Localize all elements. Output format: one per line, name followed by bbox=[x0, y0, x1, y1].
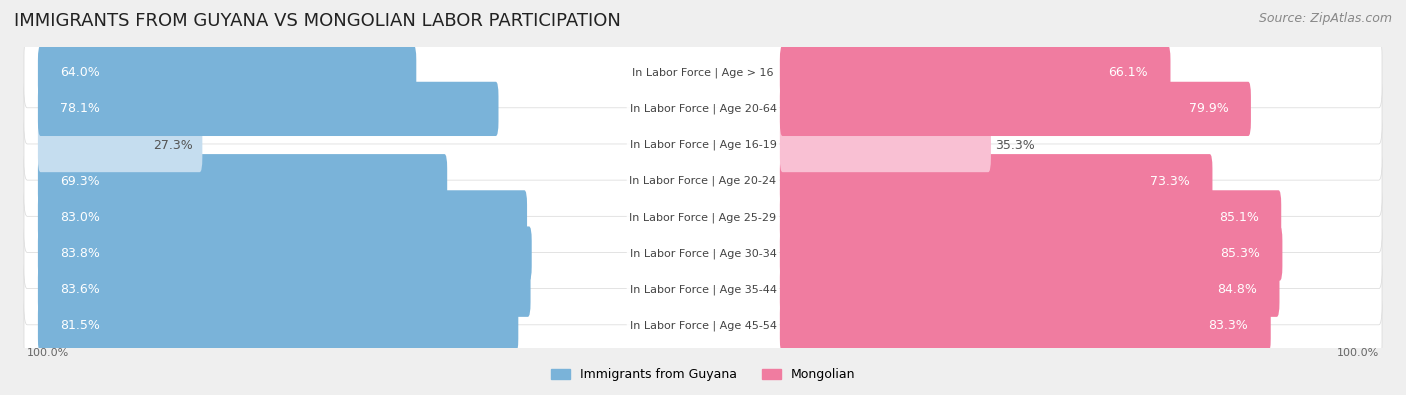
FancyBboxPatch shape bbox=[38, 82, 499, 136]
Text: 79.9%: 79.9% bbox=[1188, 102, 1229, 115]
Text: 78.1%: 78.1% bbox=[60, 102, 100, 115]
FancyBboxPatch shape bbox=[24, 255, 1382, 325]
FancyBboxPatch shape bbox=[38, 226, 531, 281]
Text: 100.0%: 100.0% bbox=[1337, 348, 1379, 358]
FancyBboxPatch shape bbox=[780, 82, 1251, 136]
FancyBboxPatch shape bbox=[24, 146, 1382, 216]
Text: In Labor Force | Age 20-64: In Labor Force | Age 20-64 bbox=[630, 103, 776, 114]
Text: In Labor Force | Age 16-19: In Labor Force | Age 16-19 bbox=[630, 140, 776, 150]
Text: In Labor Force | Age 35-44: In Labor Force | Age 35-44 bbox=[630, 284, 776, 295]
FancyBboxPatch shape bbox=[38, 299, 519, 353]
Text: 83.8%: 83.8% bbox=[60, 247, 100, 260]
FancyBboxPatch shape bbox=[780, 263, 1279, 317]
Text: In Labor Force | Age > 16: In Labor Force | Age > 16 bbox=[633, 68, 773, 78]
Text: In Labor Force | Age 30-34: In Labor Force | Age 30-34 bbox=[630, 248, 776, 259]
Text: In Labor Force | Age 45-54: In Labor Force | Age 45-54 bbox=[630, 321, 776, 331]
FancyBboxPatch shape bbox=[38, 45, 416, 100]
FancyBboxPatch shape bbox=[38, 190, 527, 245]
Text: 83.6%: 83.6% bbox=[60, 283, 100, 296]
FancyBboxPatch shape bbox=[38, 154, 447, 208]
FancyBboxPatch shape bbox=[780, 45, 1170, 100]
FancyBboxPatch shape bbox=[24, 218, 1382, 289]
FancyBboxPatch shape bbox=[24, 38, 1382, 108]
FancyBboxPatch shape bbox=[38, 118, 202, 172]
FancyBboxPatch shape bbox=[38, 263, 530, 317]
Text: 66.1%: 66.1% bbox=[1108, 66, 1147, 79]
FancyBboxPatch shape bbox=[24, 74, 1382, 144]
Text: 35.3%: 35.3% bbox=[995, 139, 1035, 152]
FancyBboxPatch shape bbox=[24, 182, 1382, 252]
Text: 100.0%: 100.0% bbox=[27, 348, 69, 358]
Text: 64.0%: 64.0% bbox=[60, 66, 100, 79]
Text: Source: ZipAtlas.com: Source: ZipAtlas.com bbox=[1258, 12, 1392, 25]
FancyBboxPatch shape bbox=[24, 291, 1382, 361]
FancyBboxPatch shape bbox=[780, 154, 1212, 208]
Text: IMMIGRANTS FROM GUYANA VS MONGOLIAN LABOR PARTICIPATION: IMMIGRANTS FROM GUYANA VS MONGOLIAN LABO… bbox=[14, 12, 621, 30]
Text: 83.0%: 83.0% bbox=[60, 211, 100, 224]
FancyBboxPatch shape bbox=[24, 110, 1382, 180]
Text: 27.3%: 27.3% bbox=[153, 139, 193, 152]
Text: 73.3%: 73.3% bbox=[1150, 175, 1189, 188]
Text: 85.1%: 85.1% bbox=[1219, 211, 1258, 224]
FancyBboxPatch shape bbox=[780, 299, 1271, 353]
Text: 84.8%: 84.8% bbox=[1218, 283, 1257, 296]
FancyBboxPatch shape bbox=[780, 190, 1281, 245]
Text: In Labor Force | Age 25-29: In Labor Force | Age 25-29 bbox=[630, 212, 776, 223]
Text: 85.3%: 85.3% bbox=[1220, 247, 1260, 260]
Text: 69.3%: 69.3% bbox=[60, 175, 100, 188]
FancyBboxPatch shape bbox=[780, 226, 1282, 281]
Text: 83.3%: 83.3% bbox=[1209, 320, 1249, 333]
FancyBboxPatch shape bbox=[780, 118, 991, 172]
Legend: Immigrants from Guyana, Mongolian: Immigrants from Guyana, Mongolian bbox=[546, 363, 860, 386]
Text: In Labor Force | Age 20-24: In Labor Force | Age 20-24 bbox=[630, 176, 776, 186]
Text: 81.5%: 81.5% bbox=[60, 320, 100, 333]
